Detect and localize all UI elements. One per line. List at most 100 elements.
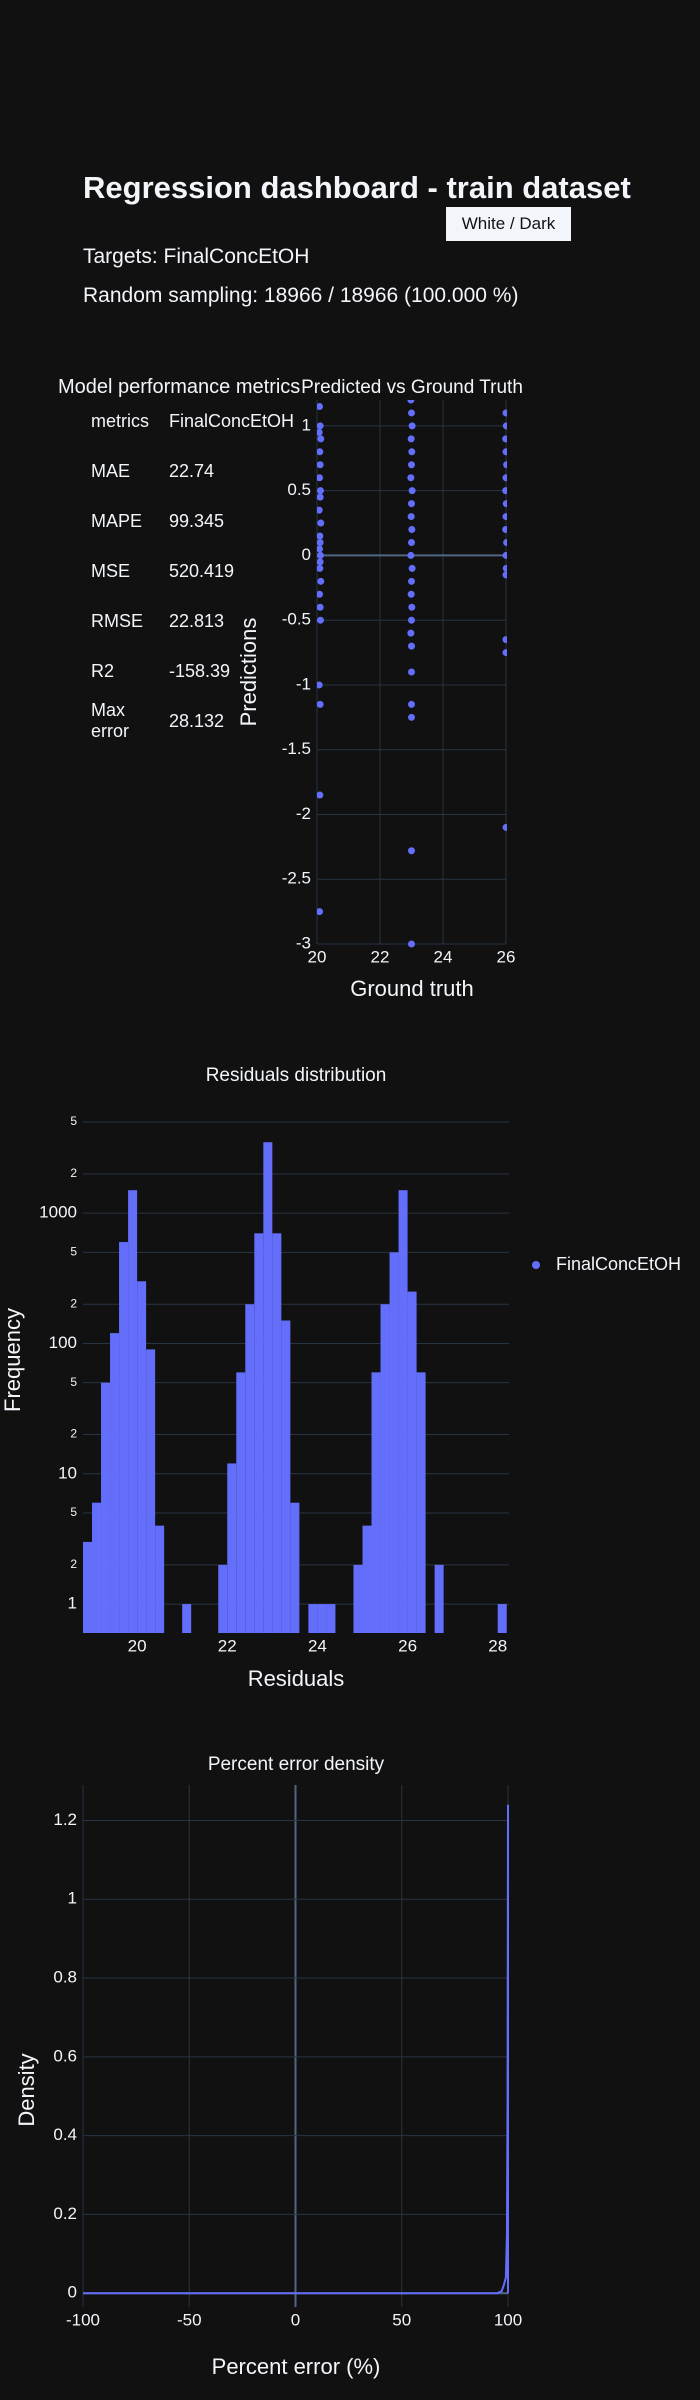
point <box>317 448 324 456</box>
point <box>317 538 324 546</box>
metrics-row-cell: Max error <box>91 700 130 741</box>
bar <box>245 1304 255 1633</box>
point <box>502 487 507 495</box>
chart-title: Residuals distribution <box>206 1065 387 1086</box>
bar <box>263 1142 273 1633</box>
metrics-row-cell: 22.74 <box>168 460 214 481</box>
point <box>317 519 325 527</box>
legend-marker <box>532 1261 540 1269</box>
bar <box>128 1190 138 1633</box>
bar <box>137 1281 147 1633</box>
bar <box>398 1190 408 1633</box>
metrics-header-cell: FinalConcEtOH <box>168 410 294 431</box>
bar <box>407 1291 417 1633</box>
point <box>408 700 415 708</box>
legend-label: FinalConcEtOH <box>556 1254 681 1274</box>
point <box>407 551 415 559</box>
point <box>317 681 323 689</box>
metrics-row-cell: -158.39 <box>168 660 231 681</box>
bar <box>92 1502 102 1633</box>
bar <box>110 1333 120 1633</box>
point <box>317 435 325 443</box>
point <box>317 791 324 799</box>
point <box>407 513 415 521</box>
metrics-table: metrics FinalConcEtOH MAE 22.74 MAPE 99.345 MS… <box>84 396 294 746</box>
y-tick-label: 10 <box>58 1463 77 1482</box>
x-tick-label: 20 <box>308 947 327 966</box>
x-tick-label: 28 <box>488 1636 507 1655</box>
y-tick-label: 5 <box>70 1114 77 1128</box>
y-tick-label: 1 <box>68 1594 77 1613</box>
metrics-row: MSE 520.419 <box>84 546 294 596</box>
points <box>317 400 507 948</box>
y-tick-label: 0.4 <box>53 2125 77 2144</box>
point <box>317 603 324 611</box>
y-axis-label: Predictions <box>236 618 261 727</box>
point <box>317 506 323 514</box>
point <box>317 545 324 553</box>
point <box>317 577 325 585</box>
point <box>408 500 415 508</box>
point <box>317 532 324 540</box>
x-tick-label: 22 <box>371 947 390 966</box>
bar <box>497 1604 507 1633</box>
metrics-header: metrics FinalConcEtOH <box>84 396 294 446</box>
y-tick-label: 1000 <box>39 1203 77 1222</box>
bar <box>119 1242 129 1633</box>
point <box>408 422 416 430</box>
bar <box>182 1604 192 1633</box>
point <box>408 526 416 534</box>
bar <box>353 1564 363 1633</box>
point <box>408 448 416 456</box>
point <box>502 564 507 572</box>
x-axis-label: Percent error (%) <box>212 2354 381 2379</box>
point <box>502 551 507 559</box>
y-tick-label: 2 <box>70 1557 77 1571</box>
bar <box>83 1541 93 1633</box>
density-line <box>83 1804 509 2295</box>
point <box>502 636 507 644</box>
theme-toggle[interactable]: White / Dark <box>446 207 571 241</box>
point <box>407 400 415 404</box>
point <box>317 487 324 495</box>
x-tick-label: 0 <box>291 2310 300 2329</box>
metrics-row: MAPE 99.345 <box>84 496 294 546</box>
point <box>317 422 324 430</box>
page-title: Regression dashboard - train dataset <box>83 170 631 205</box>
point <box>317 564 324 572</box>
x-tick-label: 26 <box>398 1636 417 1655</box>
sampling: Random sampling: 18966 / 18966 (100.000 … <box>83 284 519 307</box>
point <box>317 493 324 501</box>
bar <box>434 1564 444 1633</box>
y-tick-label: 0.5 <box>287 480 311 499</box>
y-tick-label: 5 <box>70 1375 77 1389</box>
bar <box>254 1233 264 1633</box>
y-tick-label: 1 <box>68 1889 77 1908</box>
point <box>502 409 507 417</box>
point <box>408 642 415 650</box>
point <box>407 474 415 482</box>
metrics-row-cell: RMSE <box>91 610 144 631</box>
y-tick-label: -3 <box>296 933 311 952</box>
y-tick-label: -1.5 <box>282 739 311 758</box>
bar <box>326 1604 336 1633</box>
y-tick-label: 1 <box>302 415 311 434</box>
bar <box>380 1304 390 1633</box>
y-tick-label: 2 <box>70 1166 77 1180</box>
point <box>408 564 416 572</box>
metrics-row-cell: 22.813 <box>168 610 225 631</box>
x-tick-label: 26 <box>497 947 516 966</box>
bar <box>218 1564 228 1633</box>
point <box>408 409 415 417</box>
point <box>503 538 507 546</box>
x-tick-label: -100 <box>66 2310 100 2329</box>
bar <box>236 1372 246 1633</box>
metrics-title: Model performance metrics <box>58 376 301 398</box>
point <box>317 428 323 436</box>
point <box>408 461 415 469</box>
bar <box>362 1525 372 1633</box>
bar <box>308 1604 318 1633</box>
point <box>407 629 415 637</box>
